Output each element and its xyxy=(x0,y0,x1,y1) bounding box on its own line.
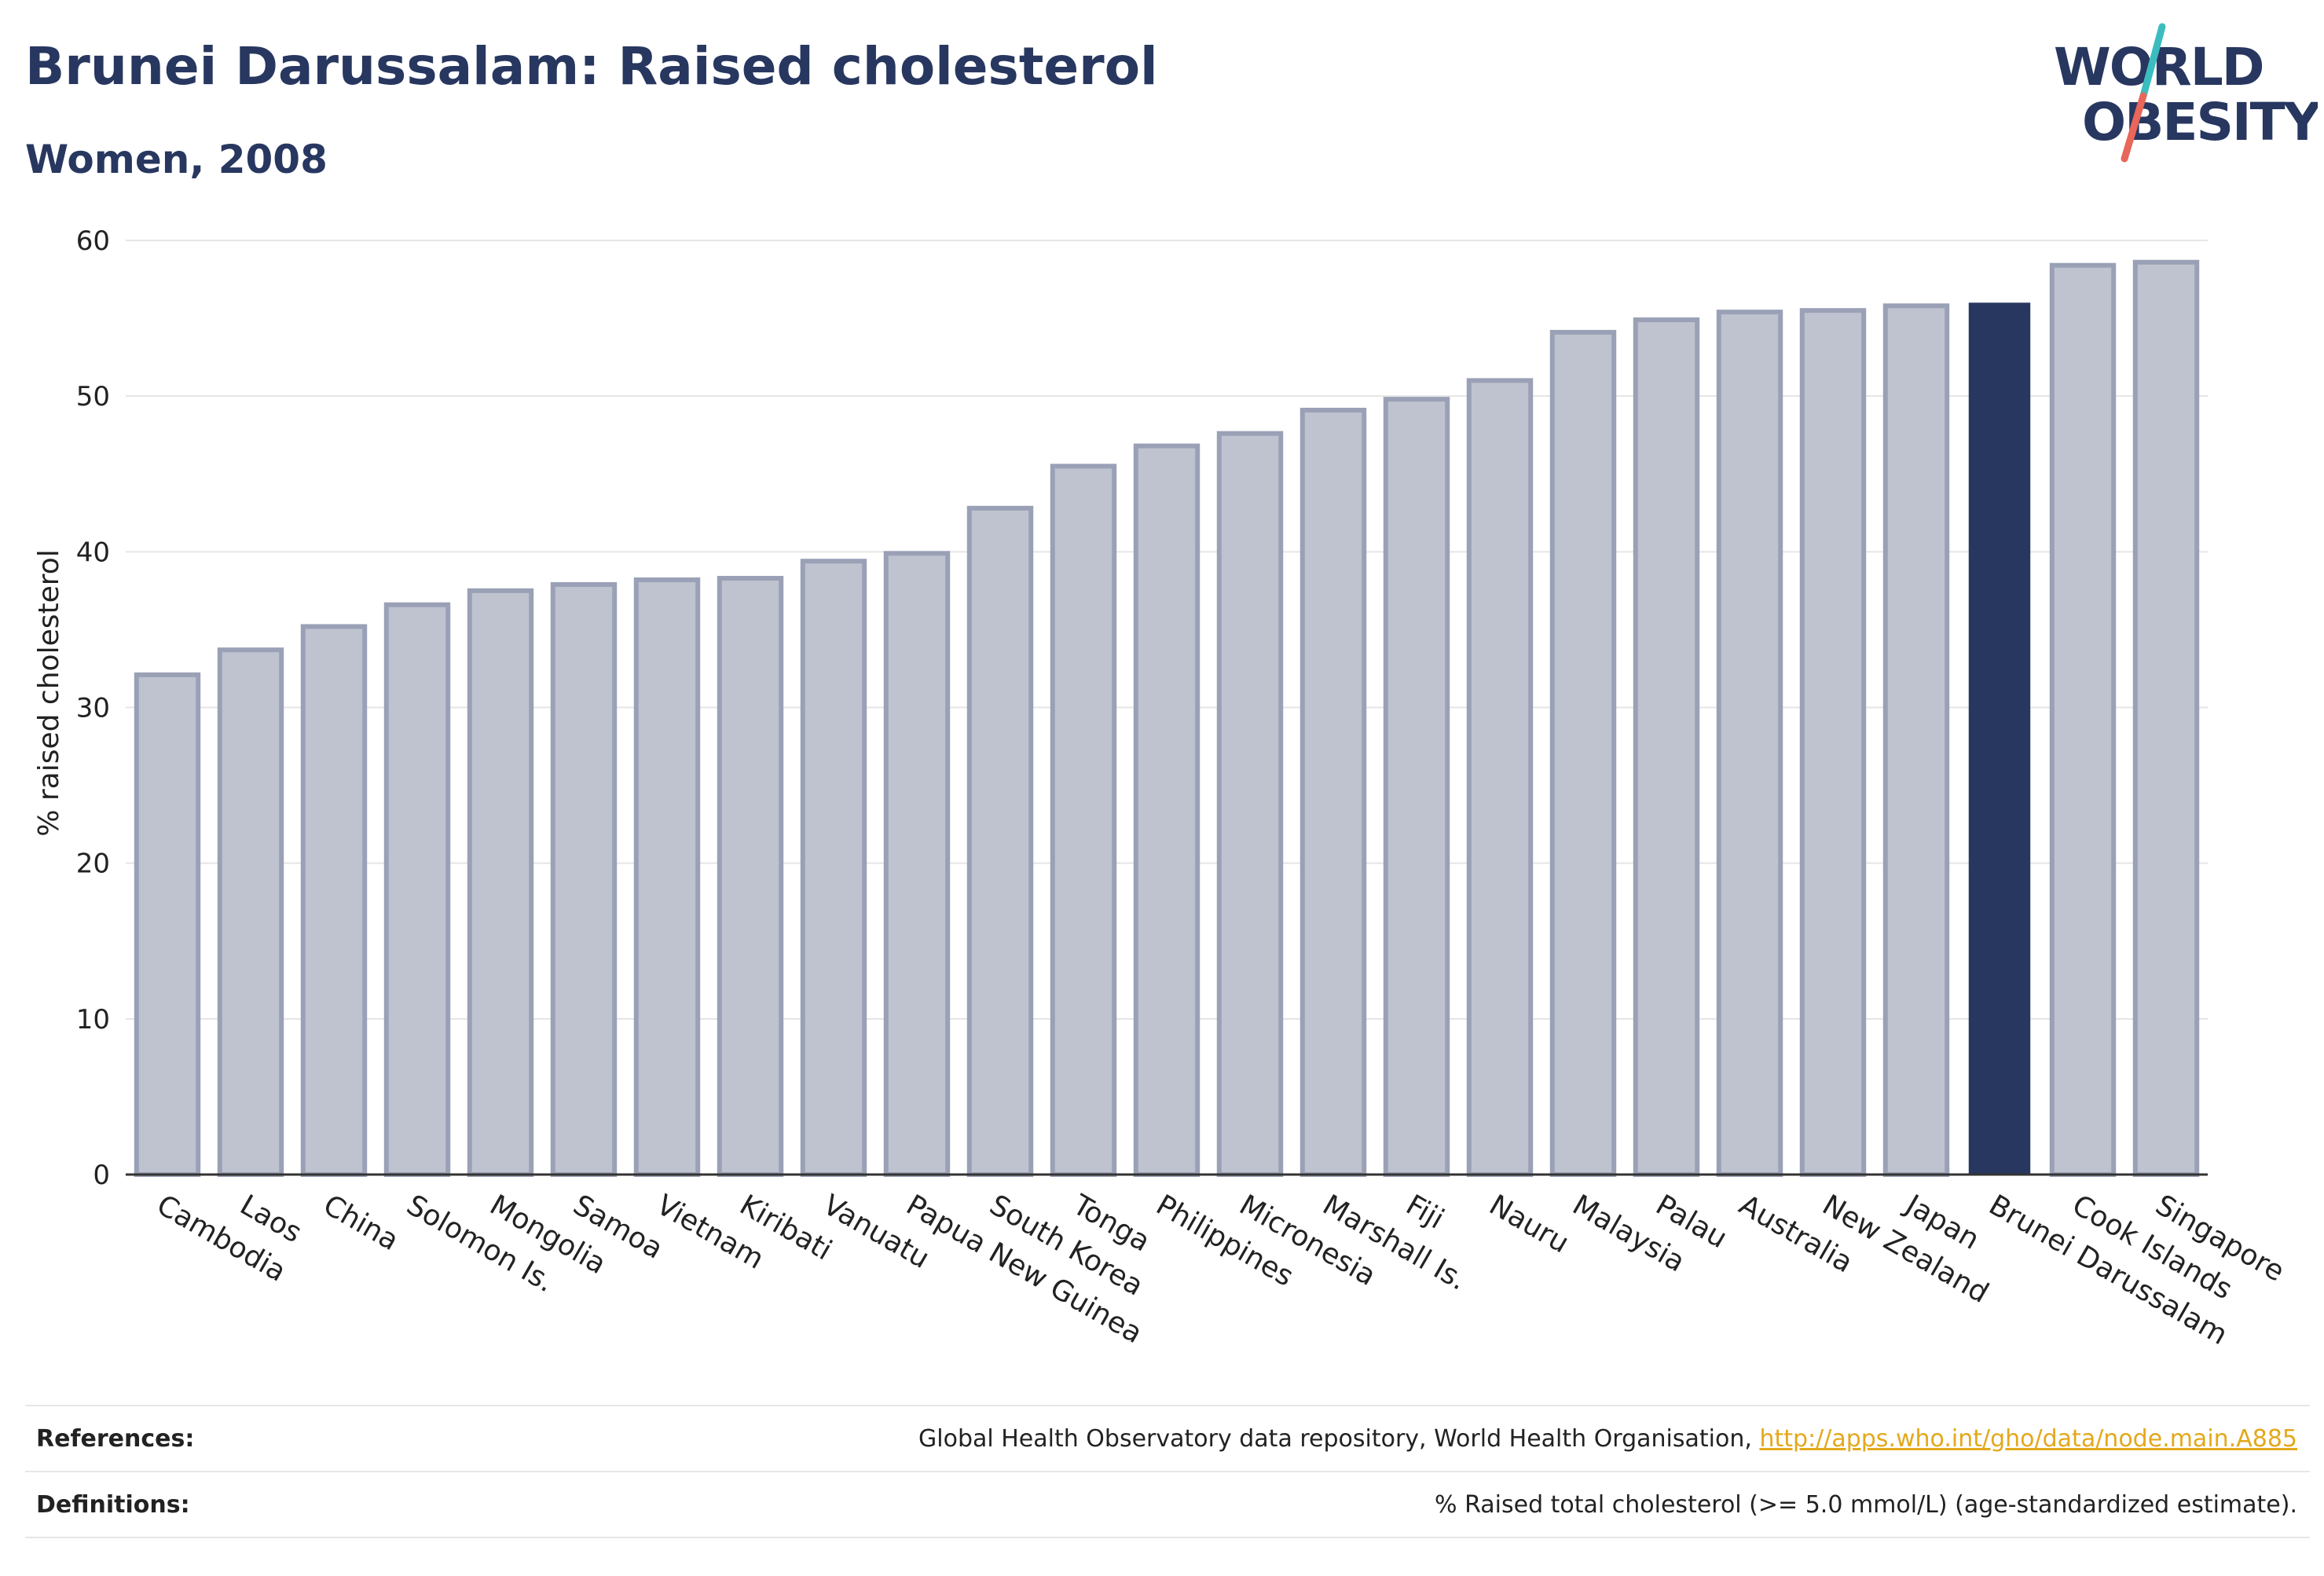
bar-vanuatu xyxy=(800,559,867,1177)
bar-marshall-is xyxy=(1299,408,1367,1178)
bar-palau xyxy=(1633,317,1700,1178)
bar-japan xyxy=(1882,303,1950,1178)
logo-slash-coral xyxy=(2121,92,2147,163)
y-tick-label: 0 xyxy=(93,1160,110,1191)
page-title: Brunei Darussalam: Raised cholesterol xyxy=(25,36,1158,97)
y-tick-label: 40 xyxy=(76,537,110,568)
bar-cook-islands xyxy=(2049,262,2117,1177)
y-tick-label: 50 xyxy=(76,381,110,412)
bar-south-korea xyxy=(966,505,1034,1177)
bar-papua-new-guinea xyxy=(883,551,951,1177)
bar-vietnam xyxy=(633,577,701,1177)
y-tick-label: 20 xyxy=(76,848,110,880)
references-value: Global Health Observatory data repositor… xyxy=(918,1425,2310,1453)
bar-laos xyxy=(217,647,284,1177)
references-row: References: Global Health Observatory da… xyxy=(25,1405,2310,1471)
bar-brunei-darussalam xyxy=(1968,302,2031,1175)
bar-singapore xyxy=(2132,259,2200,1178)
definitions-text: % Raised total cholesterol (>= 5.0 mmol/… xyxy=(1435,1490,2297,1519)
bar-solomon-is xyxy=(383,602,451,1177)
bar-micronesia xyxy=(1216,431,1284,1177)
references-text: Global Health Observatory data repositor… xyxy=(918,1424,1760,1453)
bar-cambodia xyxy=(134,672,201,1177)
y-tick-label: 60 xyxy=(76,225,110,257)
definitions-label: Definitions: xyxy=(36,1490,190,1519)
x-tick-label: China xyxy=(318,1189,405,1257)
bar-tonga xyxy=(1050,464,1117,1177)
bar-fiji xyxy=(1383,397,1450,1177)
bar-philippines xyxy=(1133,443,1200,1177)
world-obesity-logo: WORLD OBESITY xyxy=(2054,23,2318,163)
y-tick-label: 30 xyxy=(76,693,110,724)
x-tick-label: Fiji xyxy=(1401,1189,1450,1236)
bar-china xyxy=(300,624,368,1177)
logo-line2: OBESITY xyxy=(2082,92,2318,152)
references-link[interactable]: http://apps.who.int/gho/data/node.main.A… xyxy=(1759,1424,2297,1453)
page-subtitle: Women, 2008 xyxy=(25,137,328,182)
footer: References: Global Health Observatory da… xyxy=(25,1405,2310,1538)
y-tick-label: 10 xyxy=(76,1004,110,1035)
references-label: References: xyxy=(36,1424,195,1453)
bars-layer xyxy=(134,259,2200,1178)
x-tick-label: Nauru xyxy=(1484,1189,1574,1259)
bar-malaysia xyxy=(1549,329,1617,1177)
bar-samoa xyxy=(550,581,618,1178)
definitions-row: Definitions: % Raised total cholesterol … xyxy=(25,1471,2310,1538)
bar-kiribati xyxy=(717,576,784,1177)
bar-nauru xyxy=(1466,378,1534,1178)
y-axis-label: % raised cholesterol xyxy=(33,549,65,837)
logo-slash-teal xyxy=(2139,23,2166,100)
bar-new-zealand xyxy=(1799,308,1867,1177)
bar-australia xyxy=(1716,310,1783,1178)
bar-mongolia xyxy=(467,588,534,1177)
